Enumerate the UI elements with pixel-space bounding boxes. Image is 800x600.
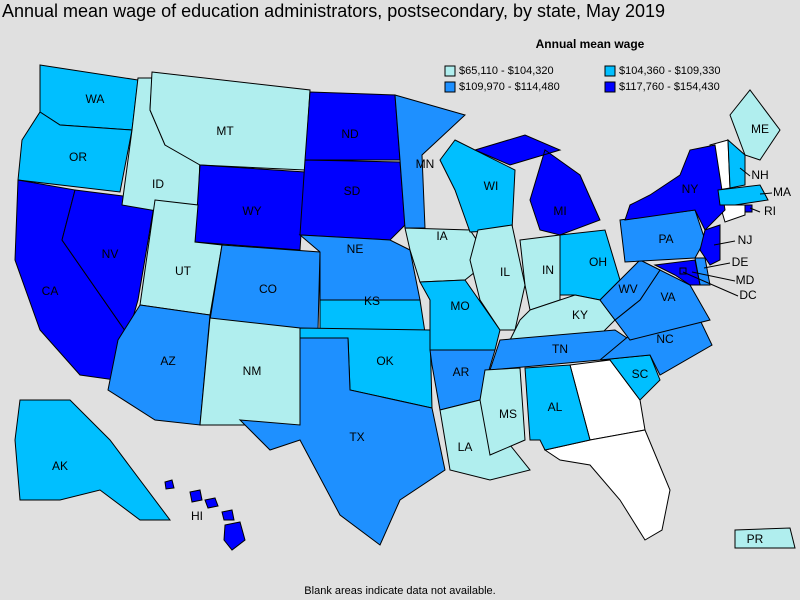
leader-line (691, 271, 736, 282)
state-label: SD (344, 184, 361, 198)
state (17, 111, 133, 193)
state (734, 527, 796, 549)
state-label: HI (191, 509, 203, 523)
state-label: NC (656, 332, 674, 346)
state-label: NJ (738, 233, 753, 247)
state-label: PA (658, 232, 673, 246)
state (599, 259, 661, 321)
legend-title: Annual mean wage (536, 37, 645, 51)
leader-line (682, 271, 739, 297)
state (164, 479, 246, 551)
state-label: LA (458, 440, 473, 454)
state-label: MS (499, 407, 517, 421)
state-label: NY (682, 182, 699, 196)
state-label: NV (102, 247, 119, 261)
legend-swatch (444, 65, 456, 77)
state (717, 184, 769, 206)
state (14, 399, 171, 521)
state (653, 259, 701, 286)
state-label: NM (243, 364, 262, 378)
state-label: WY (242, 204, 261, 218)
state (729, 89, 781, 161)
state (469, 224, 526, 331)
state-label: SC (632, 367, 649, 381)
state-label: CA (42, 284, 59, 298)
state-label: KS (364, 294, 380, 308)
state-blank (543, 429, 671, 541)
state-label: AR (453, 365, 470, 379)
state (238, 337, 446, 546)
legend-label: $109,970 - $114,480 (459, 81, 560, 93)
state-label: TX (349, 430, 364, 444)
state-label: WI (484, 179, 499, 193)
leader-line (749, 207, 761, 213)
state-label: NE (347, 242, 364, 256)
leader-line (739, 167, 751, 177)
state (299, 159, 406, 241)
state-label: DC (739, 288, 757, 302)
state-label: IA (436, 229, 447, 243)
state-label: MT (216, 124, 234, 138)
legend-swatch (604, 65, 616, 77)
state (304, 91, 401, 161)
state-label: NH (751, 168, 768, 182)
leader-line (759, 192, 773, 195)
state-label: PR (747, 532, 764, 546)
state-label: AL (548, 400, 563, 414)
state-label: OH (589, 255, 607, 269)
state (727, 138, 746, 189)
legend-label: $65,110 - $104,320 (459, 65, 554, 77)
state-label: IL (500, 265, 510, 279)
state-label: RI (764, 204, 776, 218)
state-label: MO (450, 299, 469, 313)
state-label: KY (572, 308, 588, 322)
state-label: UT (175, 264, 192, 278)
state-label: TN (552, 342, 568, 356)
note: Blank areas indicate data not available. (304, 585, 495, 597)
state-label: ME (751, 122, 769, 136)
state-label: MD (736, 273, 755, 287)
state-label: WV (618, 282, 637, 296)
leader-line (713, 240, 736, 246)
leader-line (703, 262, 731, 269)
state-label: DE (732, 255, 749, 269)
state-label: VA (660, 290, 675, 304)
legend: $65,110 - $104,320 $104,360 - $109,330 $10… (444, 65, 721, 93)
legend-label: $117,760 - $154,430 (619, 81, 720, 93)
legend-swatch (604, 81, 616, 93)
state-label: MA (773, 185, 791, 199)
state-label: ID (152, 177, 164, 191)
state-label: CO (259, 282, 277, 296)
state-label: MN (416, 157, 435, 171)
state-label: OK (376, 354, 393, 368)
state-label: AZ (160, 354, 175, 368)
state (744, 204, 753, 213)
state (394, 94, 466, 229)
state (699, 224, 721, 266)
legend-swatch (444, 81, 456, 93)
state (479, 367, 526, 456)
state-label: MI (553, 204, 566, 218)
legend-label: $104,360 - $109,330 (619, 65, 721, 77)
state (107, 304, 211, 426)
state-label: WA (86, 92, 105, 106)
state (524, 364, 591, 451)
state-label: ND (341, 127, 359, 141)
states: WA OR CA NV ID MT WY UT CO AZ NM ND SD NE KS OK TX MN IA MO… (14, 64, 796, 551)
title: Annual mean wage of education administra… (2, 1, 665, 21)
state-label: OR (69, 150, 87, 164)
state-label: AK (52, 459, 68, 473)
state (624, 144, 726, 231)
state-label: IN (542, 263, 554, 277)
state (439, 139, 516, 233)
